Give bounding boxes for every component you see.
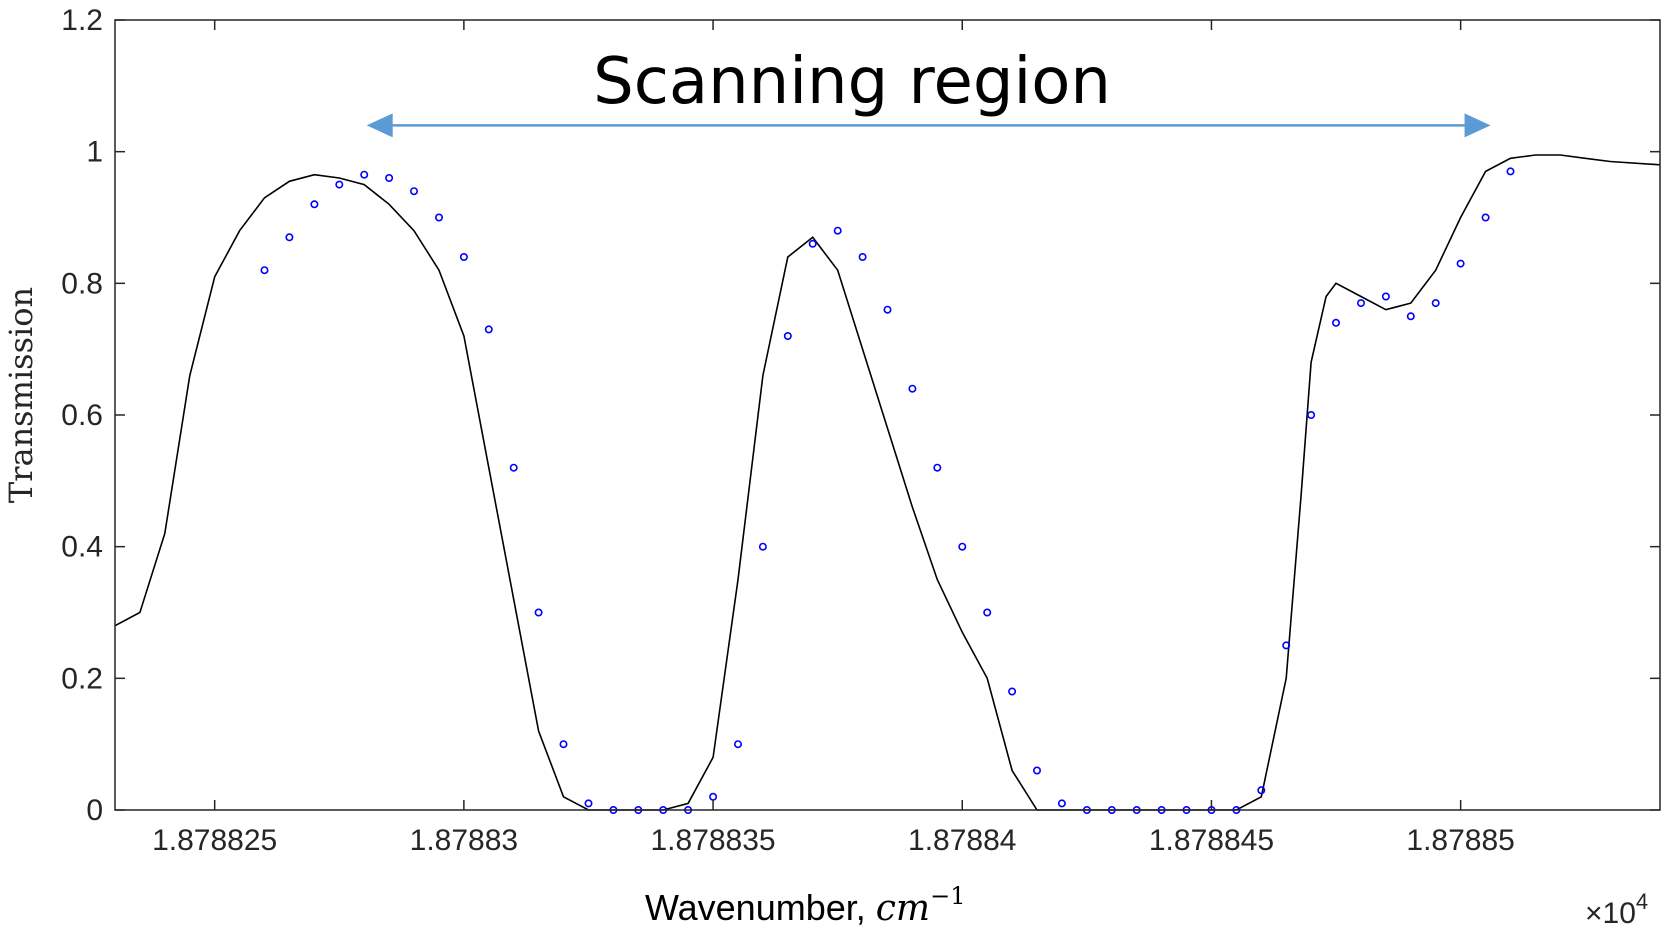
data-point: [1481, 213, 1490, 222]
y-tick-label: 0: [86, 794, 103, 827]
data-point: [1332, 318, 1341, 327]
data-point: [958, 542, 967, 551]
series-line-0: [114, 154, 1661, 811]
data-point: [260, 266, 269, 275]
y-tick-label: 0.2: [61, 662, 103, 695]
data-point: [484, 325, 493, 334]
data-point: [833, 226, 842, 235]
data-point: [559, 740, 568, 749]
x-axis-label-exponent: −1: [930, 882, 965, 910]
x-tick-label: 1.87884: [908, 824, 1016, 857]
data-point: [733, 740, 742, 749]
data-point: [534, 608, 543, 617]
data-point: [584, 799, 593, 808]
data-point: [908, 384, 917, 393]
x-axis-label-text: Wavenumber,: [645, 887, 876, 928]
scanning-region-arrowhead-left: [366, 113, 393, 138]
y-tick-label: 0.4: [61, 531, 103, 564]
data-point: [409, 187, 418, 196]
x-axis-multiplier-base: ×10: [1585, 897, 1636, 930]
data-point: [808, 239, 817, 248]
plot-area: [115, 20, 1660, 810]
data-point: [1456, 259, 1465, 268]
data-point: [509, 463, 518, 472]
x-tick-label: 1.878825: [152, 824, 277, 857]
data-point: [1033, 766, 1042, 775]
data-point: [310, 200, 319, 209]
data-point: [758, 542, 767, 551]
x-tick-label: 1.878835: [650, 824, 775, 857]
data-point: [285, 233, 294, 242]
data-point: [1282, 641, 1291, 650]
x-tick-label: 1.878845: [1149, 824, 1274, 857]
scanning-region-annotation: Scanning region: [366, 45, 1491, 138]
y-tick-label: 0.6: [61, 399, 103, 432]
data-point: [983, 608, 992, 617]
data-point: [1431, 299, 1440, 308]
x-tick-label: 1.87885: [1406, 824, 1514, 857]
x-tick-label: 1.87883: [410, 824, 518, 857]
data-point: [883, 305, 892, 314]
y-tick-label: 1.2: [61, 4, 103, 37]
ticks-layer: 0 0.2 0.4 0.6 0.8 1 1.2 1.878825 1.87883 1.878835…: [61, 4, 1660, 857]
data-point: [335, 180, 344, 189]
data-point: [1257, 786, 1266, 795]
y-tick-label: 1: [86, 136, 103, 169]
y-tick-label: 0.8: [61, 267, 103, 300]
scanning-region-arrowhead-right: [1464, 113, 1491, 138]
data-point: [360, 170, 369, 179]
data-point: [434, 213, 443, 222]
data-point: [1406, 312, 1415, 321]
data-point: [858, 253, 867, 262]
data-point: [1357, 299, 1366, 308]
data-point: [1506, 167, 1515, 176]
data-point: [459, 253, 468, 262]
data-point: [783, 331, 792, 340]
data-point: [1381, 292, 1390, 301]
data-point: [1008, 687, 1017, 696]
x-axis-label-unit: cm: [876, 888, 930, 929]
data-point: [933, 463, 942, 472]
data-point: [1307, 410, 1316, 419]
y-axis-label: Transmission: [2, 287, 40, 503]
plot-background: [115, 20, 1660, 810]
x-axis-multiplier-exponent: 4: [1636, 889, 1648, 914]
data-point: [1057, 799, 1066, 808]
scanning-region-text: Scanning region: [593, 45, 1111, 119]
x-axis-label: Wavenumber, cm−1: [645, 882, 965, 929]
x-axis-multiplier: ×104: [1585, 889, 1648, 930]
data-point: [385, 174, 394, 183]
